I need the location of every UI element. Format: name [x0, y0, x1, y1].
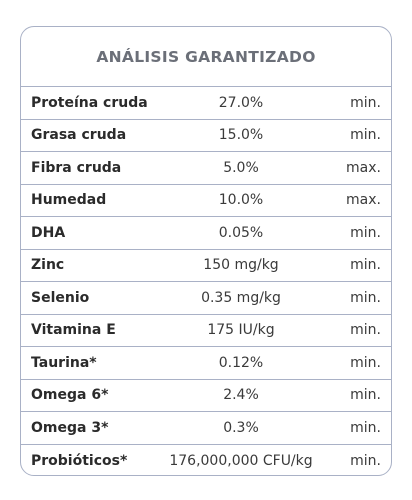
nutrient-qualifier: max. — [346, 192, 381, 209]
nutrient-qualifier: min. — [350, 452, 381, 469]
nutrient-qualifier: max. — [346, 159, 381, 176]
nutrient-qualifier: min. — [350, 127, 381, 144]
nutrient-name: Humedad — [31, 192, 107, 209]
table-row: Grasa cruda 15.0% min. — [21, 120, 391, 152]
nutrient-value: 0.35 mg/kg — [201, 289, 281, 306]
nutrient-name: Omega 3* — [31, 419, 109, 436]
nutrient-name: Selenio — [31, 289, 90, 306]
table-row: Zinc 150 mg/kg min. — [21, 250, 391, 282]
nutrient-value: 15.0% — [218, 127, 264, 144]
nutrient-value: 10.0% — [218, 192, 264, 209]
nutrient-value: 0.12% — [218, 354, 264, 371]
table-row: Humedad 10.0% max. — [21, 185, 391, 217]
nutrient-qualifier: min. — [350, 257, 381, 274]
table-row: DHA 0.05% min. — [21, 217, 391, 250]
table-row: Omega 3* 0.3% min. — [21, 412, 391, 445]
nutrient-value: 5.0% — [223, 159, 259, 176]
nutrient-name: Zinc — [31, 257, 65, 274]
table-row: Selenio 0.35 mg/kg min. — [21, 282, 391, 315]
table-row: Omega 6* 2.4% min. — [21, 380, 391, 412]
nutrient-value: 27.0% — [218, 94, 264, 111]
table-row: Proteína cruda 27.0% min. — [21, 87, 391, 120]
nutrient-qualifier: min. — [350, 354, 381, 371]
nutrient-name: Grasa cruda — [31, 127, 127, 144]
table-row: Probióticos* 176,000,000 CFU/kg min. — [21, 445, 391, 476]
nutrient-qualifier: min. — [350, 224, 381, 241]
nutrient-name: Taurina* — [31, 354, 97, 371]
nutrient-value: 175 IU/kg — [207, 322, 275, 339]
nutrient-qualifier: min. — [350, 289, 381, 306]
nutrient-name: Probióticos* — [31, 452, 128, 469]
nutrient-value: 0.05% — [218, 224, 264, 241]
nutrient-value: 176,000,000 CFU/kg — [169, 452, 313, 469]
table-row: Fibra cruda 5.0% max. — [21, 152, 391, 185]
nutrient-name: Proteína cruda — [31, 94, 148, 111]
nutrient-qualifier: min. — [350, 387, 381, 404]
nutrient-name: Vitamina E — [31, 322, 116, 339]
table-title: ANÁLISIS GARANTIZADO — [21, 27, 391, 87]
nutrient-name: DHA — [31, 224, 66, 241]
table-row: Vitamina E 175 IU/kg min. — [21, 315, 391, 347]
nutrient-qualifier: min. — [350, 322, 381, 339]
guaranteed-analysis-table: ANÁLISIS GARANTIZADO Proteína cruda 27.0… — [20, 26, 392, 476]
nutrient-value: 150 mg/kg — [203, 257, 279, 274]
nutrient-value: 2.4% — [223, 387, 259, 404]
nutrient-qualifier: min. — [350, 94, 381, 111]
nutrient-name: Omega 6* — [31, 387, 109, 404]
table-row: Taurina* 0.12% min. — [21, 347, 391, 380]
nutrient-value: 0.3% — [223, 419, 259, 436]
nutrient-qualifier: min. — [350, 419, 381, 436]
nutrient-name: Fibra cruda — [31, 159, 122, 176]
